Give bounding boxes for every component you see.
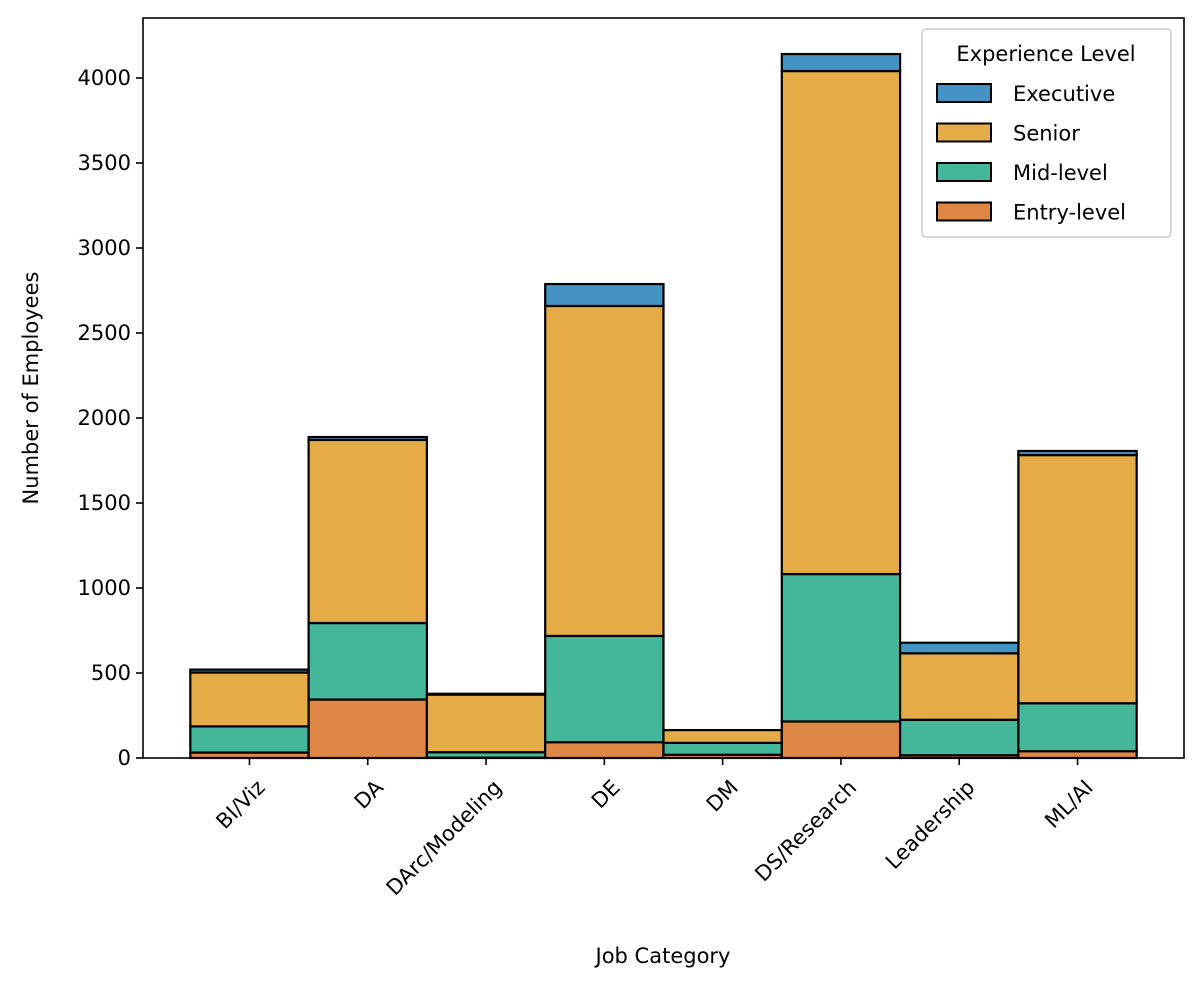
legend-label: Mid-level (1013, 161, 1108, 185)
bar-segment-mid-level-1 (309, 623, 427, 699)
legend-swatch-entry-level (937, 203, 991, 221)
bar-segment-senior-7 (1018, 455, 1136, 703)
bar-segment-senior-4 (664, 730, 782, 743)
bar-segment-mid-level-6 (900, 720, 1018, 756)
bar-segment-entry-level-5 (782, 721, 900, 758)
legend-label: Senior (1013, 122, 1080, 146)
bar-segment-senior-0 (190, 672, 308, 726)
bar-segment-entry-level-3 (545, 742, 663, 758)
bar-segment-mid-level-3 (545, 636, 663, 742)
x-tick-label: ML/AI (1040, 775, 1098, 833)
y-axis-label: Number of Employees (19, 272, 43, 505)
y-tick-label: 3000 (78, 236, 131, 260)
legend-title: Experience Level (956, 42, 1135, 66)
y-tick-label: 3500 (78, 151, 131, 175)
legend-swatch-executive (937, 84, 991, 102)
y-tick-label: 1000 (78, 576, 131, 600)
x-tick-label: DArc/Modeling (382, 775, 507, 900)
bar-segment-mid-level-4 (664, 743, 782, 755)
x-tick-label: BI/Viz (211, 775, 269, 833)
x-axis-label: Job Category (594, 944, 731, 968)
x-tick-label: DM (702, 775, 743, 816)
legend-label: Executive (1013, 82, 1115, 106)
legend: Experience Level Executive Senior Mid-leve… (922, 29, 1171, 237)
y-axis-ticks: 0 500 1000 1500 2000 2500 3000 3500 4000 (78, 66, 143, 770)
bar-segment-senior-3 (545, 306, 663, 636)
x-tick-label: DS/Research (750, 775, 861, 886)
bar-segment-executive-6 (900, 643, 1018, 654)
bar-segment-executive-3 (545, 284, 663, 306)
bar-segment-mid-level-5 (782, 574, 900, 721)
bar-segment-executive-1 (309, 437, 427, 440)
bar-segment-senior-5 (782, 71, 900, 574)
bar-segment-executive-0 (190, 670, 308, 673)
x-tick-label: Leadership (881, 775, 980, 874)
y-tick-label: 0 (118, 746, 131, 770)
y-tick-label: 1500 (78, 491, 131, 515)
legend-label: Entry-level (1013, 201, 1126, 225)
bar-segment-entry-level-1 (309, 700, 427, 758)
bar-segment-senior-2 (427, 695, 545, 753)
bar-segment-senior-6 (900, 653, 1018, 719)
bar-segment-executive-2 (427, 694, 545, 695)
y-tick-label: 2000 (78, 406, 131, 430)
bar-segment-executive-5 (782, 54, 900, 71)
x-tick-label: DA (350, 775, 389, 814)
y-tick-label: 4000 (78, 66, 131, 90)
legend-swatch-senior (937, 124, 991, 142)
bar-segment-executive-7 (1018, 451, 1136, 455)
y-tick-label: 500 (91, 661, 131, 685)
legend-swatch-mid-level (937, 163, 991, 181)
x-tick-label: DE (587, 775, 625, 813)
bar-segment-mid-level-7 (1018, 703, 1136, 751)
y-tick-label: 2500 (78, 321, 131, 345)
bar-segment-senior-1 (309, 440, 427, 623)
bar-segment-mid-level-0 (190, 726, 308, 752)
